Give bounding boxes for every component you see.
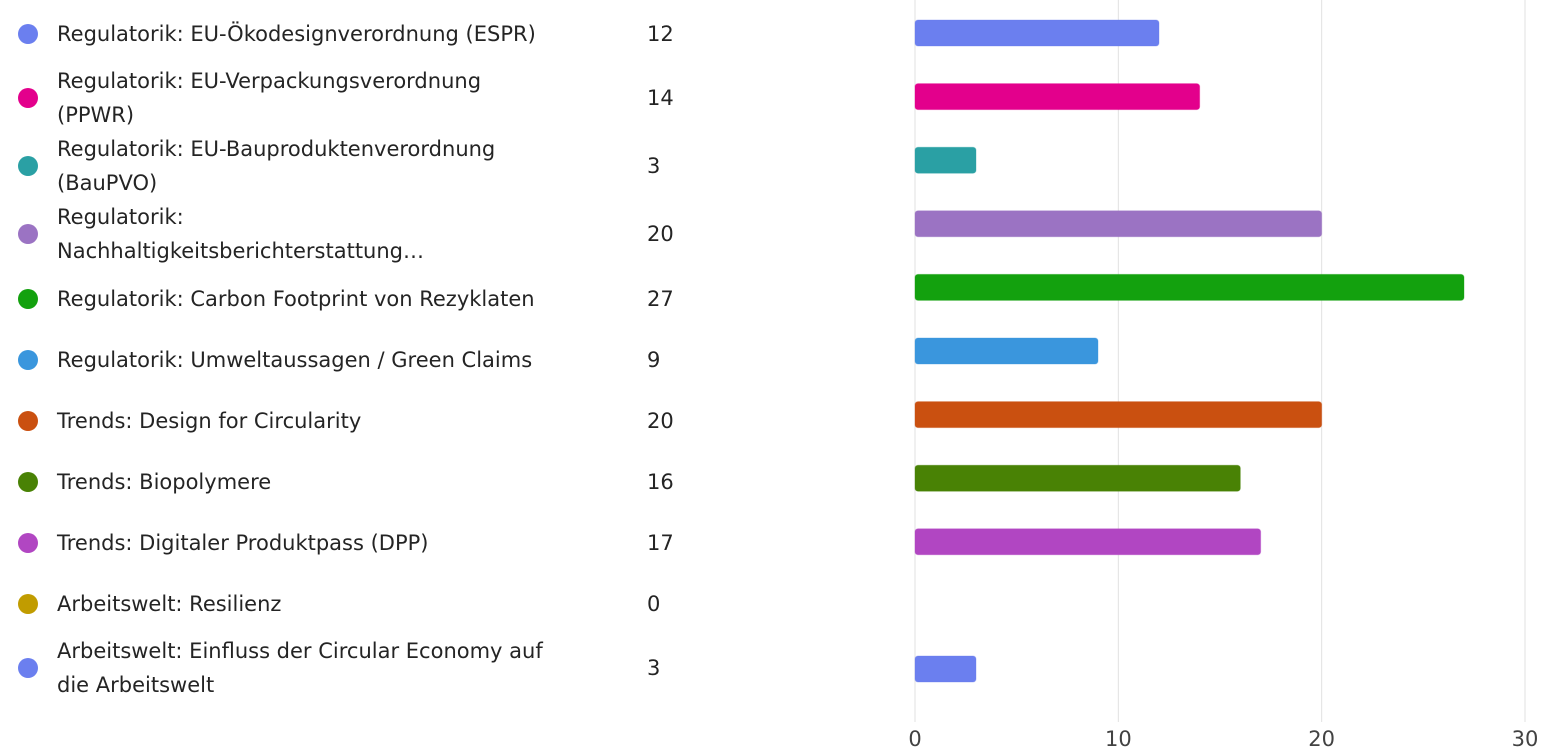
count-label: 17 bbox=[647, 530, 674, 555]
legend-item: Arbeitswelt: Resilienz 0 bbox=[0, 573, 720, 634]
legend-item: Arbeitswelt: Einfluss der Circular Econo… bbox=[0, 634, 720, 702]
legend-dot bbox=[18, 593, 38, 614]
bar bbox=[914, 146, 977, 174]
x-tick-label: 0 bbox=[908, 727, 921, 750]
legend-item: Regulatorik: EU-Verpackungsverordnung (P… bbox=[0, 64, 720, 132]
legend-item: Regulatorik: EU-Bauproduktenverordnung (… bbox=[0, 132, 720, 200]
count-label: 14 bbox=[647, 86, 674, 110]
count-label: 20 bbox=[647, 408, 674, 433]
legend-item: Trends: Design for Circularity 20 bbox=[0, 390, 720, 451]
legend-label: Regulatorik: Umweltaussagen / Green Clai… bbox=[57, 347, 533, 372]
legend: Regulatorik: EU-Ökodesignverordnung (ESP… bbox=[0, 3, 720, 702]
legend-dot bbox=[18, 23, 38, 44]
count-label: 20 bbox=[647, 222, 674, 246]
bar bbox=[914, 528, 1262, 556]
legend-dot bbox=[18, 658, 38, 678]
legend-label: Regulatorik: EU-Ökodesignverordnung (ESP… bbox=[57, 21, 536, 46]
legend-dot bbox=[18, 288, 38, 309]
legend-dot bbox=[18, 471, 38, 492]
legend-label: Trends: Design for Circularity bbox=[57, 408, 362, 433]
legend-item: Regulatorik: Nachhaltigkeitsberichtersta… bbox=[0, 200, 720, 268]
x-tick-label: 10 bbox=[1105, 727, 1132, 750]
count-label: 3 bbox=[647, 656, 661, 680]
bar bbox=[914, 401, 1323, 429]
legend-item: Regulatorik: Carbon Footprint von Rezykl… bbox=[0, 268, 720, 329]
bar bbox=[914, 83, 1201, 111]
bar bbox=[914, 655, 977, 683]
bar bbox=[914, 464, 1241, 492]
legend-item: Regulatorik: Umweltaussagen / Green Clai… bbox=[0, 329, 720, 390]
legend-label: Trends: Digitaler Produktpass (DPP) bbox=[57, 530, 429, 555]
legend-dot bbox=[18, 349, 38, 370]
legend-item: Regulatorik: EU-Ökodesignverordnung (ESP… bbox=[0, 3, 720, 64]
x-tick-label: 20 bbox=[1308, 727, 1335, 750]
legend-dot bbox=[18, 156, 38, 176]
legend-item: Trends: Digitaler Produktpass (DPP) 17 bbox=[0, 512, 720, 573]
legend-label: Regulatorik: EU-Bauproduktenverordnung (… bbox=[57, 137, 496, 195]
bar bbox=[914, 210, 1323, 238]
count-label: 12 bbox=[647, 21, 674, 46]
legend-item: Trends: Biopolymere 16 bbox=[0, 451, 720, 512]
legend-label: Regulatorik: Carbon Footprint von Rezykl… bbox=[57, 286, 535, 311]
legend-label: Regulatorik: Nachhaltigkeitsberichtersta… bbox=[57, 205, 425, 263]
legend-label: Regulatorik: EU-Verpackungsverordnung (P… bbox=[57, 69, 482, 127]
count-label: 16 bbox=[647, 469, 674, 494]
count-label: 27 bbox=[647, 286, 674, 311]
legend-dot bbox=[18, 532, 38, 553]
count-label: 0 bbox=[647, 591, 661, 616]
legend-dot bbox=[18, 410, 38, 431]
bar bbox=[914, 337, 1099, 365]
x-tick-label: 30 bbox=[1512, 727, 1539, 750]
count-label: 9 bbox=[647, 347, 661, 372]
legend-label: Trends: Biopolymere bbox=[57, 469, 272, 494]
bar bbox=[914, 273, 1465, 301]
legend-label: Arbeitswelt: Einfluss der Circular Econo… bbox=[57, 639, 543, 697]
legend-dot bbox=[18, 88, 38, 108]
legend-dot bbox=[18, 224, 38, 244]
legend-label: Arbeitswelt: Resilienz bbox=[57, 591, 282, 616]
count-label: 3 bbox=[647, 154, 661, 178]
bar bbox=[914, 19, 1160, 47]
